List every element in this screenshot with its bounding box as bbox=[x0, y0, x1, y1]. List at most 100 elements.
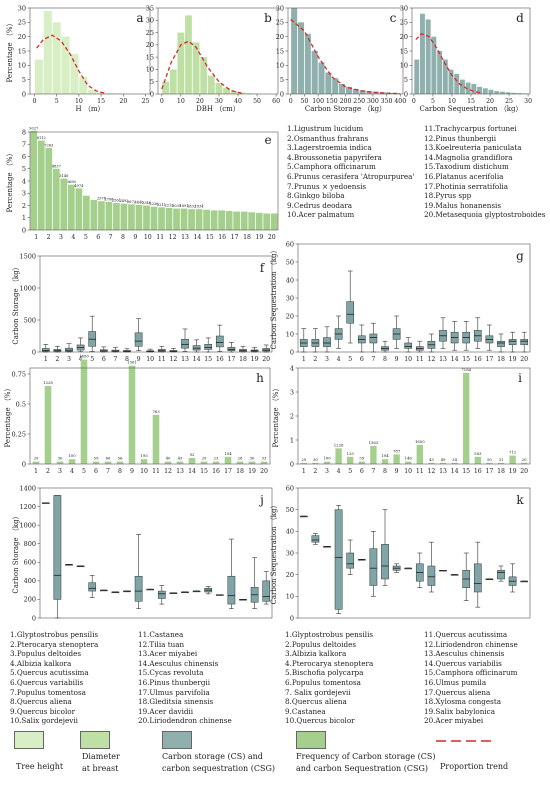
bar-h bbox=[128, 365, 136, 464]
box-g bbox=[404, 342, 413, 349]
panel-i-xtick-label: 11 bbox=[416, 468, 424, 475]
panel-f-xtick-label: 9 bbox=[137, 356, 141, 363]
species-list-j-col1: 1.Glyptostrobus pensilis 2.Pterocarya st… bbox=[10, 630, 98, 726]
histogram-bar-c bbox=[345, 86, 352, 94]
species-item: 11.Quercus acutissima bbox=[424, 630, 508, 639]
histogram-bar-d bbox=[459, 79, 465, 94]
panel-i-xtick-label: 1 bbox=[302, 468, 306, 475]
histogram-bar-e bbox=[30, 130, 38, 230]
panel-h-ytick-label: 0.5 bbox=[16, 400, 26, 408]
panel-j-ytick-label: 400 bbox=[24, 577, 36, 585]
data-label-e: 7263 bbox=[44, 143, 54, 147]
panel-h-xtick-label: 4 bbox=[70, 468, 74, 475]
panel-b-xtick-label: 20 bbox=[196, 98, 204, 105]
panel-j-frame bbox=[39, 487, 273, 619]
histogram-bar-e bbox=[270, 213, 278, 230]
histogram-bar-e bbox=[233, 211, 241, 230]
panel-c-xlabel: Carbon Storage （kg） bbox=[305, 105, 386, 113]
bar-h bbox=[116, 461, 124, 464]
panel-e-xtick-label: 7 bbox=[109, 234, 113, 241]
panel-i-xtick-label: 10 bbox=[404, 468, 412, 475]
panel-d-xtick-label: 0 bbox=[412, 98, 416, 105]
histogram-bar-c bbox=[304, 33, 311, 94]
species-item: 10.Acer palmatum bbox=[287, 210, 355, 220]
panel-f-xtick-label: 11 bbox=[158, 356, 166, 363]
box-j bbox=[134, 575, 143, 602]
histogram-bar-e bbox=[135, 204, 143, 230]
histogram-bar-b bbox=[200, 57, 208, 94]
species-item: 13.Aesculus chinensis bbox=[424, 649, 505, 659]
panel-b-xtick-label: 30 bbox=[215, 98, 223, 105]
data-label-i: 59 bbox=[359, 456, 364, 461]
species-item: 13.Acer miyabei bbox=[138, 649, 198, 659]
panel-e-xtick-label: 15 bbox=[206, 234, 214, 241]
bar-i bbox=[393, 454, 400, 464]
panel-f-frame bbox=[39, 255, 273, 353]
histogram-bar-e bbox=[67, 184, 75, 230]
panel-j-ytick-label: 600 bbox=[24, 559, 36, 567]
histogram-bar-e bbox=[180, 208, 188, 230]
panel-f-xtick-label: 19 bbox=[251, 356, 259, 363]
panel-i-ytick-label: 1 bbox=[290, 436, 294, 444]
species-item: 8.Quercus aliena bbox=[285, 697, 347, 707]
species-item: 4.Broussonetia papyrifera bbox=[287, 152, 382, 162]
histogram-bar-e bbox=[143, 205, 150, 230]
histogram-bar-e bbox=[188, 209, 195, 230]
panel-e-ytick-label: 5 bbox=[22, 165, 26, 173]
panel-a-ytick-label: 5 bbox=[22, 76, 26, 84]
species-item: 9.Cedrus deodara bbox=[287, 200, 353, 210]
panel-h-frame bbox=[29, 367, 271, 465]
panel-i-xtick-label: 19 bbox=[509, 468, 517, 475]
species-item: 15.Taxodium distichum bbox=[424, 162, 509, 172]
species-item: 3.Albizia kalkora bbox=[285, 649, 347, 659]
panel-b-ytick-label: 10 bbox=[146, 66, 154, 74]
panel-g-xtick-label: 6 bbox=[360, 356, 364, 363]
histogram-bar-b bbox=[207, 75, 215, 94]
panel-i-ylabel: Percentage （%） bbox=[272, 385, 280, 448]
legend-swatch-trend bbox=[436, 740, 494, 742]
panel-f-xtick-label: 7 bbox=[113, 356, 117, 363]
panel-f-xtick-label: 5 bbox=[90, 356, 94, 363]
bar-h bbox=[92, 461, 100, 464]
panel-k-ytick-label: 10 bbox=[286, 593, 294, 601]
panel-e-xtick-label: 8 bbox=[121, 234, 125, 241]
panel-i-xtick-label: 2 bbox=[313, 468, 317, 475]
data-label-i: 146 bbox=[405, 456, 413, 461]
histogram-bar-b bbox=[238, 92, 246, 94]
panel-b-xlabel: DBH （cm） bbox=[196, 105, 240, 113]
panel-a-xtick-label: 10 bbox=[75, 98, 83, 105]
species-list-top-col1: 1.Ligustrum lucidum 2.Osmanthus frahrans… bbox=[287, 124, 414, 220]
species-item: 3.Populus deltoides bbox=[10, 649, 82, 659]
species-item: 8.Ginkgo biloba bbox=[287, 191, 345, 201]
data-label-e: 8112 bbox=[37, 136, 46, 140]
bar-h bbox=[164, 461, 172, 464]
species-item: 7.Populus tomentosa bbox=[10, 687, 86, 697]
panel-h-xtick-label: 1 bbox=[34, 468, 38, 475]
species-list-j-col2: 11.Castanea 12.Tilia tuan 13.Acer miyabe… bbox=[138, 630, 232, 726]
data-label-h: 30 bbox=[250, 456, 255, 461]
panel-g-xtick-label: 1 bbox=[302, 356, 306, 363]
histogram-bar-b bbox=[169, 69, 177, 94]
histogram-bar-e bbox=[248, 212, 256, 230]
bar-h bbox=[68, 459, 76, 464]
histogram-bar-e bbox=[75, 188, 83, 230]
bar-h bbox=[212, 461, 220, 464]
species-item: 10.Salix gordejevii bbox=[10, 716, 78, 726]
panel-j-ytick-label: 1000 bbox=[19, 521, 36, 529]
box-f bbox=[134, 332, 143, 347]
data-label-e: 2346 bbox=[142, 201, 152, 205]
panel-i-xtick-label: 6 bbox=[360, 468, 364, 475]
data-label-i: 712 bbox=[509, 450, 517, 455]
data-label-h: 1650 bbox=[79, 354, 89, 359]
histogram-bar-d bbox=[505, 92, 511, 94]
bar-i bbox=[323, 461, 331, 464]
panel-g-xtick-label: 13 bbox=[439, 356, 447, 363]
data-label-h: 23 bbox=[214, 456, 219, 461]
panel-f-xtick-label: 2 bbox=[55, 356, 59, 363]
species-item: 8.Quercus aliena bbox=[10, 697, 72, 707]
legend-swatch-dbh bbox=[80, 731, 110, 749]
histogram-bar-c bbox=[366, 91, 373, 94]
species-item: 5.Quercus acutissima bbox=[10, 668, 89, 678]
panel-g-ytick-label: 20 bbox=[286, 312, 294, 320]
box-k bbox=[497, 570, 505, 580]
